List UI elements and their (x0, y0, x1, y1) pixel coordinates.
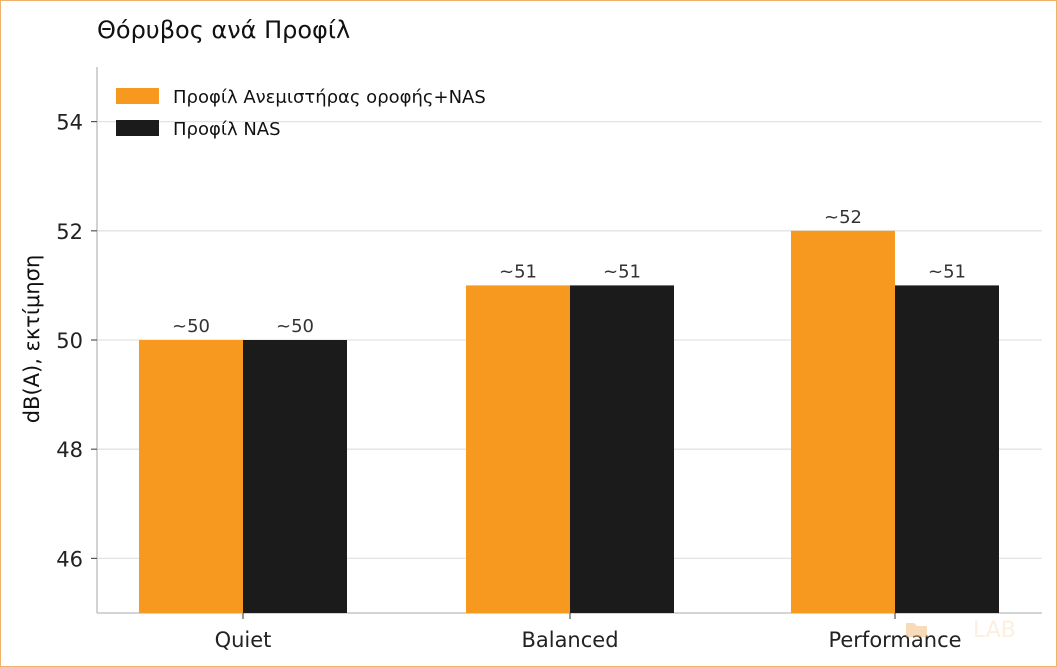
y-tick-label: 54 (56, 111, 83, 135)
data-label: ~51 (499, 261, 537, 282)
x-tick-label: Quiet (215, 628, 272, 652)
y-tick-label: 50 (56, 329, 83, 353)
y-tick-label: 52 (56, 220, 83, 244)
bars (139, 230, 999, 614)
y-axis-label: dB(A), εκτίμηση (20, 255, 44, 424)
bar-balanced-series-2 (570, 285, 674, 613)
tick-labels: 46 48 50 52 54 Quiet Balanced Performance (56, 111, 961, 652)
bar-quiet-series-2 (243, 340, 347, 613)
watermark-text: LAB (973, 618, 1016, 643)
chart-title: Θόρυβος ανά Προφίλ (97, 16, 350, 44)
legend-swatch-series-1 (116, 88, 159, 104)
folder-icon (906, 623, 927, 637)
bar-performance-series-1 (791, 230, 895, 614)
y-tick-label: 46 (56, 547, 83, 571)
bar-balanced-series-1 (466, 285, 570, 613)
data-labels: ~50 ~50 ~51 ~51 ~52 ~51 (172, 207, 966, 337)
legend-label-series-2: Προφίλ NAS (173, 119, 281, 140)
legend-swatch-series-2 (116, 120, 159, 136)
data-label: ~52 (824, 207, 862, 228)
x-tick-label: Performance (828, 628, 961, 652)
data-label: ~50 (276, 316, 314, 337)
data-label: ~51 (603, 261, 641, 282)
y-tick-label: 48 (56, 438, 83, 462)
data-label: ~50 (172, 316, 210, 337)
legend: Προφίλ Ανεμιστήρας οροφής+NAS Προφίλ NAS (116, 87, 486, 140)
legend-label-series-1: Προφίλ Ανεμιστήρας οροφής+NAS (173, 87, 486, 108)
x-tick-label: Balanced (521, 628, 618, 652)
watermark: LAB (906, 618, 1016, 643)
bar-performance-series-2 (895, 285, 999, 613)
bar-quiet-series-1 (139, 340, 243, 613)
data-label: ~51 (928, 261, 966, 282)
